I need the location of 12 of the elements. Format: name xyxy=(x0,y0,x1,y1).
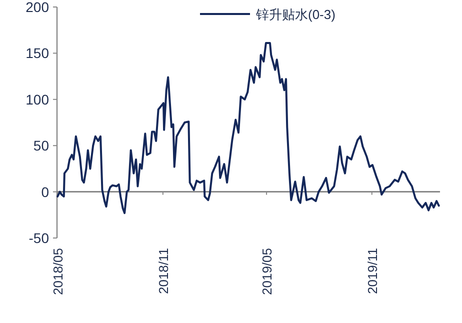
x-tick-label: 2019/11 xyxy=(364,248,380,294)
y-tick-label: 0 xyxy=(41,184,50,200)
y-tick-label: 50 xyxy=(33,138,50,154)
y-tick-label: 150 xyxy=(26,45,50,62)
x-tick-label: 2019/05 xyxy=(260,248,275,295)
y-tick-label: -50 xyxy=(28,230,50,246)
y-tick-label: 200 xyxy=(26,0,50,15)
y-tick-label: 100 xyxy=(26,91,50,108)
x-tick-label: 2018/11 xyxy=(156,248,171,294)
legend: 锌升贴水(0-3) xyxy=(200,7,336,22)
x-tick-label: 2018/05 xyxy=(50,248,66,295)
legend-label: 锌升贴水(0-3) xyxy=(255,7,336,22)
